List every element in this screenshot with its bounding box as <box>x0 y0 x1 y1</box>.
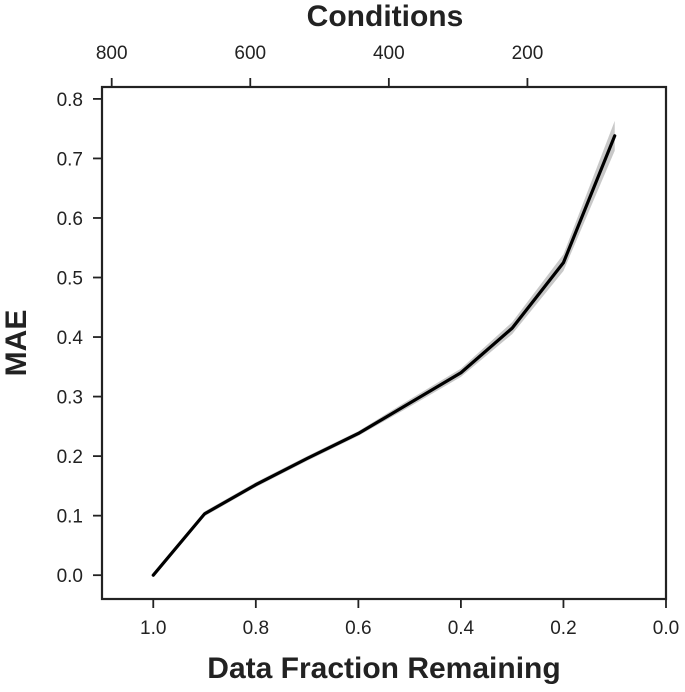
y-tick-label: 0.5 <box>57 269 83 290</box>
y-axis: 0.0 0.1 0.2 0.3 0.4 0.5 0.6 0.7 0.8 <box>57 90 102 587</box>
top-x-axis: 800 600 400 200 <box>96 43 543 87</box>
x-tick-label: 0.6 <box>345 618 371 639</box>
x-tick-label: 0.4 <box>448 618 475 639</box>
y-tick-label: 0.7 <box>57 149 83 170</box>
x-axis: 1.0 0.8 0.6 0.4 0.2 0.0 <box>140 599 679 639</box>
plot-frame <box>100 85 668 601</box>
top-x-tick-label: 200 <box>512 43 544 64</box>
series-line <box>151 134 617 577</box>
y-tick-label: 0.1 <box>57 507 83 528</box>
y-tick-label: 0.6 <box>57 209 83 230</box>
x-tick-label: 1.0 <box>140 618 166 639</box>
y-tick-label: 0.3 <box>57 388 83 409</box>
confidence-band-layer <box>153 120 615 576</box>
y-axis-title: MAE <box>0 310 33 377</box>
x-tick-label: 0.2 <box>550 618 576 639</box>
top-x-tick-label: 600 <box>234 43 266 64</box>
top-axis-title: Conditions <box>307 0 464 33</box>
top-x-tick-label: 400 <box>373 43 405 64</box>
x-tick-label: 0.0 <box>653 618 679 639</box>
x-axis-title: Data Fraction Remaining <box>207 652 560 685</box>
x-tick-label: 0.8 <box>243 618 269 639</box>
y-tick-label: 0.8 <box>57 90 83 111</box>
series-line-layer <box>151 134 617 577</box>
confidence-band <box>153 120 615 576</box>
y-tick-label: 0.4 <box>57 328 84 349</box>
y-tick-label: 0.0 <box>57 566 83 587</box>
top-x-tick-label: 800 <box>96 43 128 64</box>
y-tick-label: 0.2 <box>57 447 83 468</box>
